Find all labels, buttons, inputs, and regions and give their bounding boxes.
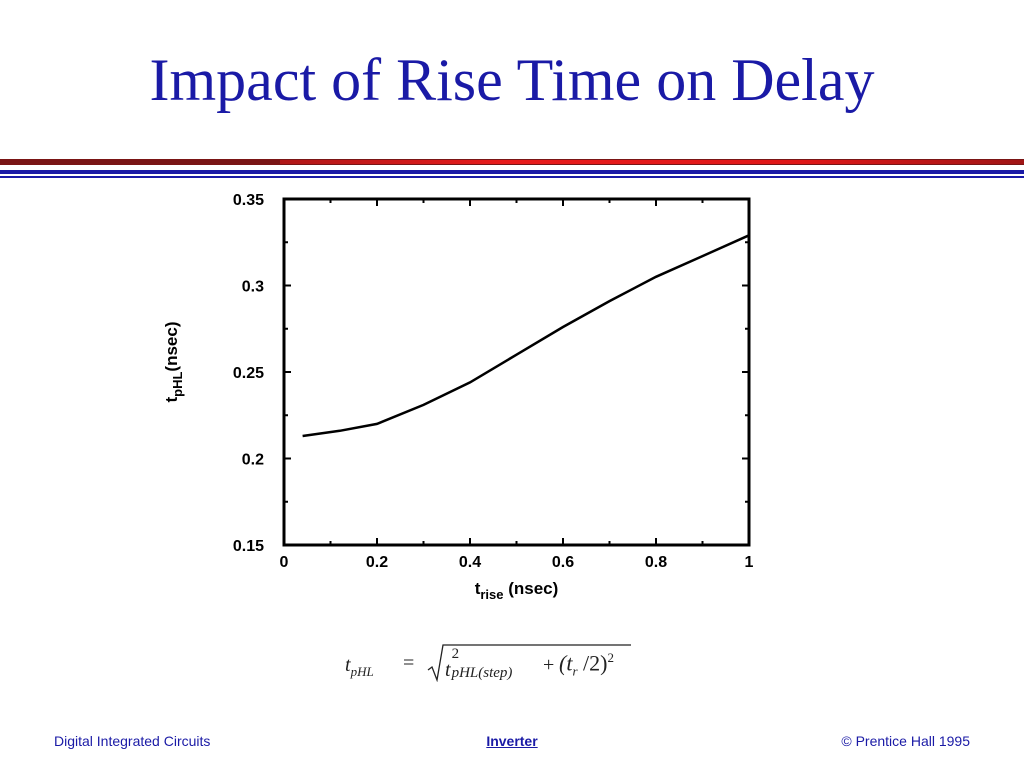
x-tick-label: 0.4 [459, 554, 481, 571]
delay-formula: tpHL = t 2 pHL(step) + (tr /2)2 [345, 640, 645, 688]
slide-title: Impact of Rise Time on Delay [149, 47, 875, 113]
x-axis-label-main: t [475, 579, 481, 598]
formula-lhs-t: t [345, 654, 351, 676]
x-tick-label: 0.6 [552, 554, 574, 571]
plot-frame [282, 197, 751, 547]
y-axis-label-suffix: (nsec) [162, 321, 181, 371]
y-tick-label: 0.15 [233, 538, 264, 555]
x-tick-label: 0.8 [645, 554, 667, 571]
y-axis-label-main: t [162, 397, 181, 403]
x-tick-label: 1 [745, 554, 754, 571]
chart-ticks [283, 198, 750, 546]
formula-term1-scripts: 2 pHL(step) [451, 646, 543, 681]
formula-term1-t: t [445, 659, 451, 681]
x-tick-label: 0 [280, 554, 289, 571]
rise-time-delay-chart: 0 0.2 0.4 0.6 0.8 10.150.20.250.30.35 trise (… [162, 192, 754, 602]
sqrt-symbol [427, 644, 631, 682]
y-tick-label: 0.3 [242, 279, 264, 296]
formula-term1-sub: pHL(step) [451, 665, 513, 681]
formula-term2-sub: r [572, 663, 578, 679]
formula-plus: + [543, 654, 555, 676]
formula-term1: t 2 pHL(step) [445, 646, 543, 682]
formula-term2: (tr /2)2 [559, 650, 614, 680]
formula-term2-sup: 2 [607, 650, 614, 665]
y-axis-label: tpHL(nsec) [162, 321, 185, 402]
formula-lhs: tpHL [345, 654, 374, 680]
footer-chapter[interactable]: Inverter [486, 733, 538, 749]
series-line [302, 234, 750, 438]
x-tick-label: 0.2 [366, 554, 388, 571]
footer-course: Digital Integrated Circuits [54, 733, 211, 749]
formula-term2-open: (t [559, 650, 573, 676]
x-axis-label-sub: rise [480, 587, 503, 602]
y-tick-label: 0.2 [242, 452, 264, 469]
x-axis-label-suffix: (nsec) [504, 579, 559, 598]
y-axis-label-sub: pHL [170, 372, 185, 397]
chart-tick-labels: 0 0.2 0.4 0.6 0.8 1 0.15 0.2 0.25 0.3 0.35 [233, 192, 754, 571]
y-tick-label: 0.35 [233, 192, 264, 209]
x-axis-label: trise (nsec) [475, 579, 559, 602]
formula-lhs-sub: pHL [350, 664, 374, 679]
y-tick-label: 0.25 [233, 365, 264, 382]
footer-copyright: © Prentice Hall 1995 [841, 733, 970, 749]
title-rule-red [280, 160, 1024, 164]
title-rule-blue-thin [0, 176, 1024, 178]
formula-equals: = [403, 652, 415, 674]
title-rule-blue [0, 170, 1024, 174]
formula-term1-sup: 2 [451, 646, 460, 662]
formula-term2-rest: /2) [577, 650, 608, 676]
